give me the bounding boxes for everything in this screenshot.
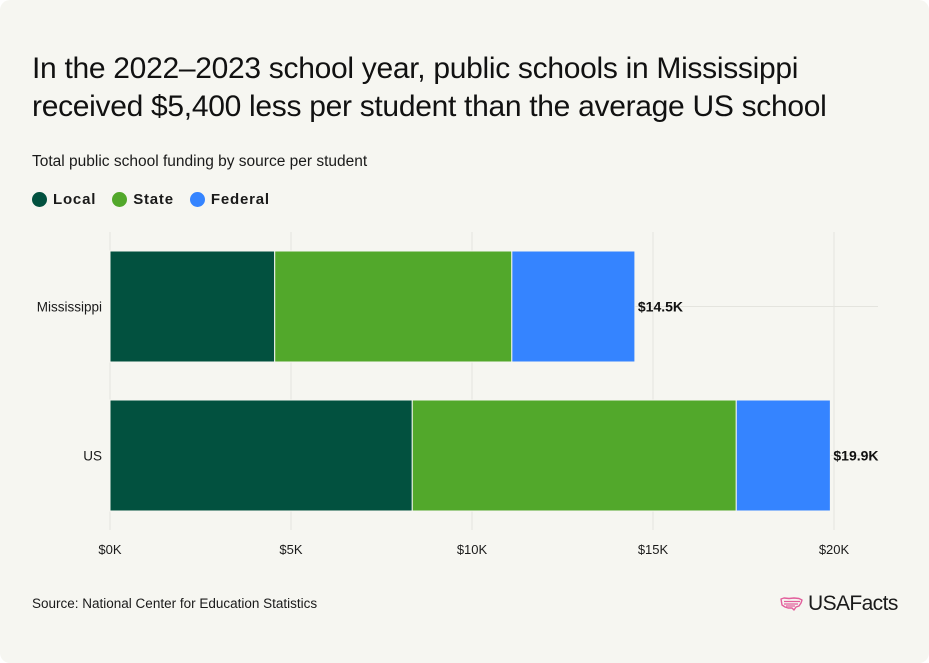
legend-item-local: Local: [32, 191, 96, 208]
x-tick-label: $10K: [457, 542, 488, 557]
chart-legend: Local State Federal: [32, 191, 270, 208]
logo-text: USAFacts: [808, 592, 898, 615]
bar-segment-federal-mississippi: [511, 250, 636, 363]
x-tick-label: $0K: [98, 542, 121, 557]
chart-subtitle: Total public school funding by source pe…: [32, 153, 368, 170]
x-tick-label: $20K: [819, 542, 850, 557]
legend-label-federal: Federal: [210, 191, 270, 208]
x-tick-label: $5K: [279, 542, 302, 557]
bar-segment-local-us: [109, 399, 413, 512]
total-value-label: $19.9K: [833, 448, 878, 464]
category-label: Mississippi: [37, 300, 102, 315]
legend-item-state: State: [112, 191, 174, 208]
legend-swatch-state: [112, 192, 128, 207]
bar-segment-state-us: [411, 399, 737, 512]
total-value-label: $14.5K: [638, 299, 683, 315]
legend-label-local: Local: [53, 191, 97, 208]
bar-segment-local-mississippi: [109, 250, 276, 363]
us-map-flag-icon: [780, 597, 803, 611]
usafacts-logo: USAFacts: [780, 592, 898, 616]
legend-swatch-local: [32, 192, 47, 207]
category-label: US: [83, 449, 102, 464]
bar-segment-federal-us: [735, 399, 831, 512]
source-note: Source: National Center for Education St…: [32, 596, 318, 611]
chart-title: In the 2022–2023 school year, public sch…: [32, 52, 827, 123]
legend-item-federal: Federal: [189, 191, 270, 208]
bar-segment-state-mississippi: [274, 250, 513, 363]
x-tick-label: $15K: [638, 542, 669, 557]
legend-label-state: State: [133, 191, 174, 208]
legend-swatch-federal: [189, 192, 205, 207]
